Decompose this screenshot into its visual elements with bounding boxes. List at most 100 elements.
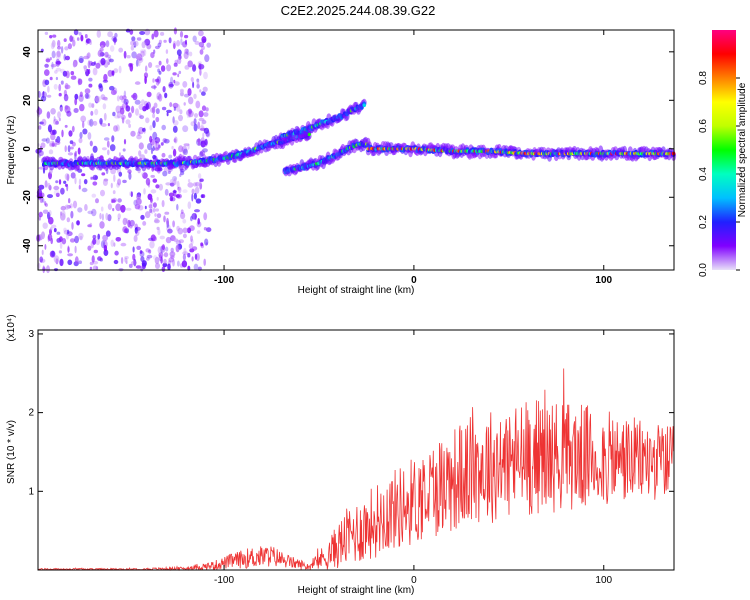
spectrogram-noise-cell — [172, 179, 177, 185]
spectrogram-noise-cell — [172, 258, 175, 267]
spectrogram-noise-cell — [50, 63, 57, 68]
spectrogram-noise-cell — [38, 125, 42, 130]
spectrogram-noise-cell — [44, 63, 49, 68]
spectrogram-noise-cell — [92, 181, 98, 186]
spectrogram-noise-cell — [152, 113, 156, 119]
spectrogram-noise-cell — [50, 227, 53, 231]
spectrogram-noise-cell — [191, 256, 194, 262]
spectrogram-noise-cell — [199, 125, 205, 132]
spectrogram-noise-cell — [183, 51, 189, 60]
spectrogram-noise-cell — [195, 253, 200, 261]
spectrogram-noise-cell — [169, 102, 173, 108]
spectrogram-noise-cell — [49, 76, 53, 81]
spectrogram-noise-cell — [180, 92, 184, 97]
snr-y-tick-label: 2 — [28, 408, 34, 419]
snr-frame — [37, 329, 675, 571]
spectrogram-noise-cell — [185, 39, 187, 45]
spectrogram-noise-cell — [38, 154, 41, 158]
spectrogram-noise-cell — [71, 141, 76, 147]
spectrogram-noise-cell — [173, 238, 179, 242]
spectrogram-noise-cell — [59, 236, 63, 243]
spectrogram-noise-cell — [87, 119, 92, 126]
spectrogram-noise-cell — [46, 111, 51, 119]
spectrogram-noise-cell — [54, 70, 58, 74]
spectrogram-noise-cell — [193, 192, 197, 200]
spectrogram-noise-cell — [196, 79, 200, 86]
spectrogram-noise-cell — [71, 222, 74, 230]
spectrogram-noise-cell — [134, 204, 141, 210]
spectrogram-noise-cell — [153, 49, 156, 54]
spectrogram-noise-cell — [112, 190, 116, 195]
spectrogram-noise-cell — [87, 52, 91, 59]
spectrogram-noise-cell — [170, 76, 174, 85]
colorbar-tick-label: 0.8 — [698, 71, 709, 85]
spectrogram-noise-cell — [157, 246, 163, 254]
spectrogram-noise-cell — [77, 147, 81, 155]
spectrogram-noise-cell — [58, 83, 62, 92]
spectrogram-noise-cell — [202, 86, 208, 93]
spectrogram-noise-cell — [143, 127, 146, 134]
spectrogram-noise-cell — [200, 242, 204, 247]
spectrogram-noise-cell — [135, 59, 139, 67]
spectrogram-noise-cell — [89, 39, 92, 46]
spectrogram-noise-cell — [153, 255, 158, 261]
spectrogram-noise-cell — [74, 245, 77, 254]
spectrogram-noise-cell — [166, 112, 169, 117]
spectrogram-noise-cell — [120, 204, 126, 213]
spectrogram-noise-cell — [142, 106, 147, 112]
spectrogram-noise-cell — [57, 111, 61, 119]
spectrogram-noise-cell — [75, 220, 80, 225]
spectrogram-noise-cell — [38, 211, 43, 218]
spectrogram-noise-cell — [199, 68, 202, 76]
spectrogram-y-tick-label: 0 — [22, 146, 33, 152]
spectrogram-noise-cell — [49, 140, 55, 147]
spectrogram-noise-cell — [55, 76, 59, 81]
spectrogram-noise-cell — [68, 198, 71, 204]
spectrogram-noise-cell — [187, 108, 192, 114]
spectrogram-noise-cell — [68, 130, 73, 137]
spectrogram-noise-cell — [58, 92, 62, 97]
spectrogram-noise-cell — [44, 201, 47, 206]
spectrogram-noise-cell — [195, 198, 202, 204]
spectrogram-noise-cell — [188, 51, 193, 57]
spectrogram-noise-cell — [120, 107, 125, 115]
spectrogram-noise-cell — [87, 224, 92, 228]
spectrogram-noise-cell — [160, 256, 163, 264]
spectrogram-noise-cell — [151, 33, 155, 40]
spectrogram-noise-cell — [160, 31, 165, 36]
spectrogram-noise-cell — [94, 175, 99, 180]
spectrogram-noise-cell — [150, 107, 155, 113]
spectrogram-noise-cell — [58, 250, 63, 254]
spectrogram-noise-cell — [61, 238, 67, 245]
spectrogram-noise-cell — [112, 208, 115, 212]
spectrogram-noise-cell — [164, 188, 169, 196]
spectrogram-noise-cell — [156, 226, 160, 231]
spectrogram-noise-cell — [160, 142, 164, 146]
spectrogram-noise-cell — [90, 110, 94, 116]
spectrogram-noise-cell — [60, 80, 64, 85]
spectrogram-noise-cell — [47, 85, 50, 93]
spectrogram-noise-cell — [120, 242, 127, 247]
spectrogram-noise-cell — [85, 39, 89, 46]
spectrogram-noise-cell — [91, 176, 95, 180]
spectrogram-noise-cell — [77, 207, 83, 213]
spectrogram-noise-cell — [173, 81, 180, 86]
spectrogram-noise-cell — [182, 227, 188, 234]
spectrogram-noise-cell — [93, 61, 97, 65]
spectrogram-noise-cell — [129, 29, 134, 35]
spectrogram-noise-cell — [155, 108, 160, 115]
spectrogram-noise-cell — [183, 247, 187, 255]
spectrogram-y-tick-label: -40 — [22, 238, 33, 253]
spectrogram-noise-cell — [187, 201, 192, 209]
spectrogram-noise-cell — [142, 221, 147, 226]
spectrogram-noise-cell — [70, 75, 77, 80]
spectrogram-noise-cell — [78, 184, 81, 190]
spectrogram-noise-cell — [158, 39, 162, 45]
spectrogram-noise-cell — [125, 207, 132, 211]
spectrogram-noise-cell — [135, 108, 139, 116]
spectrogram-noise-cell — [128, 172, 132, 180]
spectrogram-noise-cell — [92, 67, 98, 76]
spectrogram-noise-cell — [88, 83, 93, 88]
spectrogram-noise-cell — [160, 65, 166, 72]
spectrogram-noise-cell — [156, 213, 162, 219]
